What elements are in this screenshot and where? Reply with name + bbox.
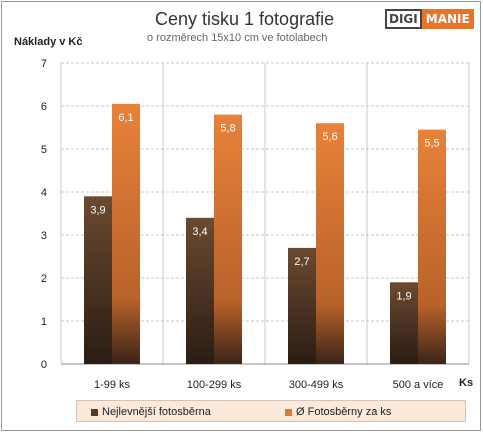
legend-swatch-2: [285, 408, 292, 416]
y-tick-label: 7: [41, 58, 47, 70]
bar-cheapest: [186, 217, 214, 364]
legend-label-2: Ø Fotosběrny za ks: [296, 406, 392, 418]
y-tick-label: 4: [41, 187, 47, 199]
legend: Nejlevnější fotosběrna Ø Fotosběrny za k…: [76, 400, 466, 422]
bar-value-label: 2,7: [294, 256, 309, 268]
y-tick-label: 5: [41, 144, 47, 156]
bar-cheapest: [390, 282, 418, 364]
bar-cheapest: [84, 196, 112, 364]
y-tick-label: 1: [41, 316, 47, 328]
bars-layer: [84, 103, 446, 364]
x-tick-label: 500 a více: [393, 379, 444, 391]
logo-left: DIGI: [385, 9, 422, 29]
y-tick-label: 2: [41, 273, 47, 285]
bar-average: [214, 114, 242, 364]
y-tick-label: 0: [41, 359, 47, 371]
digimanie-logo: DIGI MANIE: [385, 9, 474, 29]
bar-average: [418, 129, 446, 364]
y-tick-label: 6: [41, 101, 47, 113]
bar-value-label: 5,5: [424, 138, 439, 150]
chart-subtitle: o rozměrech 15x10 cm ve fotolabech: [147, 32, 328, 44]
labels-layer: 0 1 2 3 4 5 6 7 3,9 6,1 1-99 ks 3,4 5,8 100-299 ks 2,7…: [41, 58, 444, 391]
legend-label-1: Nejlevnější fotosběrna: [102, 406, 211, 418]
bar-cheapest: [288, 247, 316, 364]
legend-item-2: Ø Fotosběrny za ks: [285, 406, 391, 418]
x-tick-label: 1-99 ks: [94, 379, 131, 391]
x-axis-label: Ks: [459, 377, 474, 389]
logo-right: MANIE: [421, 9, 474, 29]
legend-swatch-1: [91, 408, 98, 416]
bar-average: [112, 103, 140, 364]
bar-value-label: 6,1: [118, 112, 133, 124]
bar-value-label: 3,4: [192, 226, 207, 238]
chart-title-text: Ceny tisku 1 fotografie: [155, 9, 335, 29]
bar-value-label: 5,8: [220, 123, 235, 135]
bar-value-label: 1,9: [396, 290, 411, 302]
bar-value-label: 5,6: [322, 131, 337, 143]
y-axis-label: Náklady v Kč: [14, 36, 83, 48]
x-tick-label: 300-499 ks: [289, 379, 344, 391]
legend-item-1: Nejlevnější fotosběrna: [91, 406, 211, 418]
bar-average: [316, 123, 344, 364]
bar-value-label: 3,9: [90, 204, 105, 216]
x-tick-label: 100-299 ks: [187, 379, 242, 391]
y-tick-label: 3: [41, 230, 47, 242]
